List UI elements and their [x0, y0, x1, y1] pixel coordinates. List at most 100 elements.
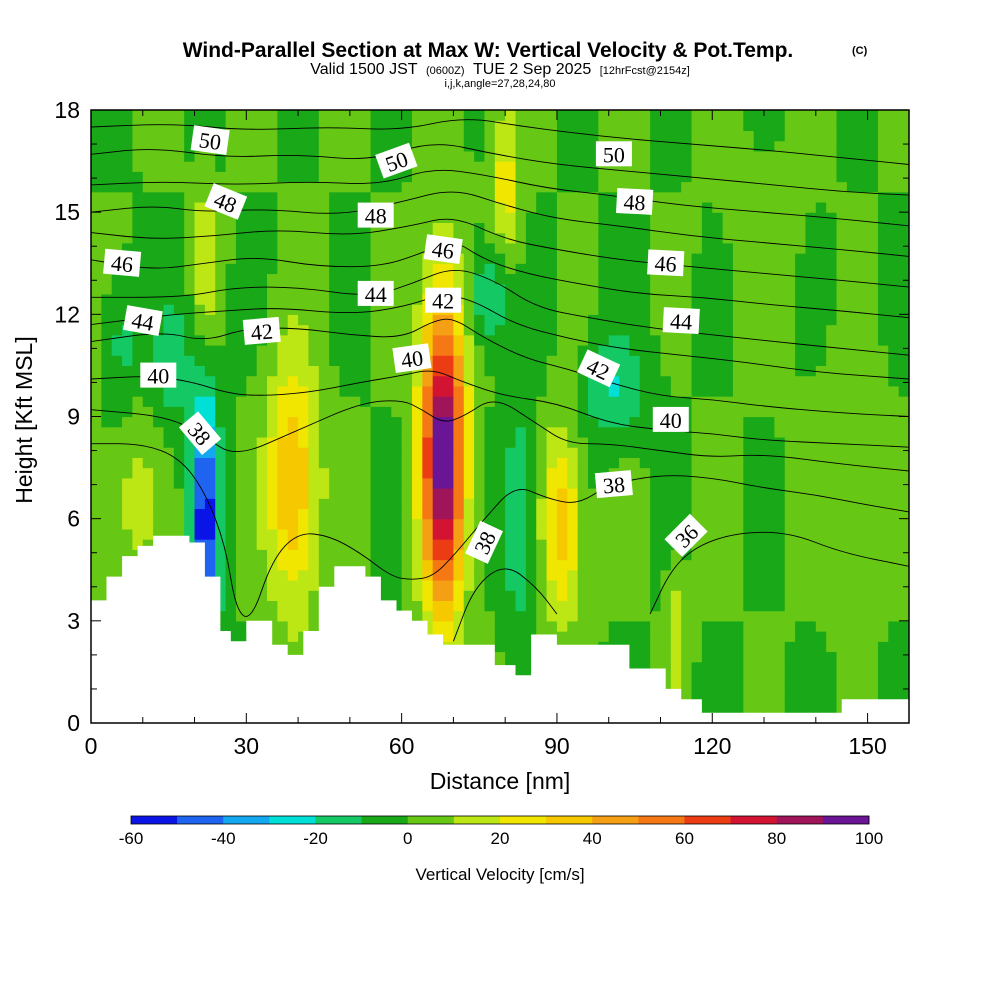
w-cell [256, 222, 268, 234]
w-cell [867, 508, 879, 520]
w-cell [795, 559, 807, 571]
w-cell [577, 600, 589, 612]
w-cell [567, 477, 579, 489]
w-cell [650, 457, 662, 469]
w-cell [815, 508, 827, 520]
w-cell [732, 242, 744, 254]
w-cell [101, 161, 113, 172]
w-cell [111, 334, 123, 346]
w-cell [122, 283, 134, 295]
w-cell [588, 549, 599, 561]
w-cell [204, 334, 216, 346]
w-cell [525, 406, 537, 418]
w-cell [753, 569, 765, 581]
w-cell [91, 457, 102, 469]
w-cell [494, 304, 506, 315]
w-cell [732, 579, 744, 591]
w-cell [474, 569, 486, 581]
w-cell [380, 406, 392, 418]
w-cell [515, 488, 527, 499]
w-cell [826, 110, 838, 121]
w-cell [111, 222, 123, 234]
w-cell [836, 212, 848, 223]
w-cell [349, 406, 361, 418]
w-cell [867, 426, 879, 438]
w-cell [784, 651, 796, 663]
w-cell [173, 304, 185, 315]
w-cell [401, 293, 413, 305]
w-cell [515, 344, 527, 356]
w-cell [639, 436, 651, 448]
w-cell [836, 610, 848, 622]
w-cell [795, 620, 807, 632]
w-cell [867, 569, 879, 581]
w-cell [370, 508, 382, 520]
w-cell [277, 110, 289, 121]
w-cell [329, 528, 341, 540]
w-cell [132, 426, 144, 438]
w-cell [577, 314, 589, 326]
w-cell [732, 191, 744, 203]
w-cell [898, 385, 909, 397]
w-cell [815, 334, 827, 346]
w-cell [329, 283, 341, 295]
w-cell [764, 253, 775, 264]
w-cell [867, 651, 879, 663]
w-cell [546, 161, 558, 172]
w-cell [277, 518, 289, 530]
w-cell [577, 334, 589, 346]
w-cell [494, 508, 506, 520]
w-cell [556, 304, 568, 315]
w-cell [784, 355, 796, 367]
w-cell [784, 671, 796, 683]
w-cell [867, 253, 879, 264]
w-cell [588, 212, 599, 223]
w-cell [619, 304, 631, 315]
w-cell [650, 201, 662, 213]
w-cell [826, 293, 838, 305]
w-cell [298, 365, 310, 377]
w-cell [660, 447, 672, 458]
w-cell [815, 120, 827, 132]
w-cell [370, 324, 382, 336]
w-cell [815, 150, 827, 162]
w-cell [339, 416, 351, 428]
w-cell [246, 201, 258, 213]
w-cell [639, 569, 651, 581]
colorbar-swatch [315, 816, 363, 824]
w-cell [184, 477, 196, 489]
w-cell [132, 396, 144, 407]
w-cell [753, 324, 765, 336]
w-cell [194, 457, 206, 469]
w-cell [577, 171, 589, 183]
w-cell [525, 385, 537, 397]
w-cell [877, 631, 889, 642]
w-cell [753, 365, 765, 377]
w-cell [153, 457, 165, 469]
w-cell [743, 416, 755, 428]
w-cell [494, 447, 506, 458]
w-cell [246, 130, 258, 142]
w-cell [235, 447, 247, 458]
w-cell [867, 191, 879, 203]
colorbar-title: Vertical Velocity [cm/s] [415, 865, 584, 884]
w-cell [505, 314, 517, 326]
w-cell [277, 293, 289, 305]
w-cell [836, 120, 848, 132]
w-cell [898, 600, 909, 612]
y-tick-label: 18 [54, 97, 80, 123]
w-cell [639, 344, 651, 356]
w-cell [443, 539, 454, 550]
w-cell [836, 222, 848, 234]
w-cell [308, 375, 320, 387]
w-cell [826, 314, 838, 326]
w-cell [619, 559, 631, 571]
w-cell [318, 293, 330, 305]
w-cell [111, 416, 123, 428]
w-cell [836, 620, 848, 632]
w-cell [463, 426, 475, 438]
w-cell [836, 436, 848, 448]
w-cell [329, 201, 341, 213]
w-cell [888, 631, 900, 642]
w-cell [287, 539, 299, 550]
